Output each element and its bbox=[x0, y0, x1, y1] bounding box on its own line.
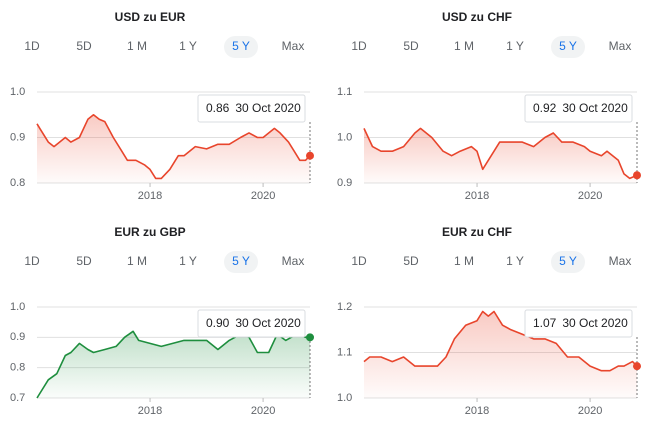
y-tick-label: 0.7 bbox=[10, 392, 25, 404]
tooltip-date: 30 Oct 2020 bbox=[562, 316, 628, 330]
range-button[interactable]: Max bbox=[282, 254, 305, 268]
y-tick-label: 0.8 bbox=[10, 177, 25, 189]
y-tick-label: 1.1 bbox=[337, 346, 352, 358]
y-tick-label: 0.9 bbox=[10, 331, 25, 343]
tooltip-date: 30 Oct 2020 bbox=[562, 101, 628, 115]
tooltip-box bbox=[524, 309, 633, 338]
tooltip-box bbox=[524, 94, 633, 123]
line bbox=[363, 127, 638, 180]
range-button[interactable]: 1 M bbox=[127, 39, 147, 53]
range-button-bg bbox=[551, 36, 585, 58]
tooltip-date: 30 Oct 2020 bbox=[235, 101, 301, 115]
chart-title: EUR zu GBP bbox=[114, 225, 185, 239]
y-tick-label: 1.0 bbox=[10, 86, 25, 98]
range-button[interactable]: 1 Y bbox=[506, 254, 524, 268]
area bbox=[364, 128, 637, 183]
range-button[interactable]: Max bbox=[609, 254, 632, 268]
y-tick-label: 1.1 bbox=[337, 86, 352, 98]
area bbox=[37, 114, 310, 183]
range-button[interactable]: 1 M bbox=[127, 254, 147, 268]
tooltip-value: 1.07 bbox=[533, 316, 557, 330]
range-button[interactable]: 5 Y bbox=[232, 254, 250, 268]
range-button[interactable]: Max bbox=[609, 39, 632, 53]
y-tick-label: 0.9 bbox=[10, 131, 25, 143]
range-button[interactable]: 5 Y bbox=[232, 39, 250, 53]
area bbox=[364, 311, 637, 398]
range-button[interactable]: 5D bbox=[403, 39, 419, 53]
area bbox=[37, 331, 310, 398]
x-tick-label: 2020 bbox=[251, 405, 275, 417]
chart-title: USD zu EUR bbox=[115, 10, 186, 24]
x-tick-label: 2020 bbox=[578, 405, 602, 417]
range-button[interactable]: 5 Y bbox=[559, 39, 577, 53]
x-tick-label: 2018 bbox=[138, 405, 162, 417]
last-point bbox=[306, 333, 314, 342]
x-tick-label: 2018 bbox=[465, 190, 489, 202]
range-button[interactable]: 1 Y bbox=[179, 254, 197, 268]
tooltip-value: 0.90 bbox=[206, 316, 230, 330]
tooltip: 0.92 30 Oct 2020 bbox=[533, 101, 628, 115]
tooltip: 0.86 30 Oct 2020 bbox=[206, 101, 301, 115]
chart-title: USD zu CHF bbox=[442, 10, 512, 24]
line bbox=[363, 310, 638, 372]
x-tick-label: 2018 bbox=[465, 405, 489, 417]
x-tick-label: 2020 bbox=[251, 190, 275, 202]
last-point bbox=[633, 362, 641, 371]
tooltip: 0.90 30 Oct 2020 bbox=[206, 316, 301, 330]
tooltip-value: 0.92 bbox=[533, 101, 557, 115]
tooltip-value: 0.86 bbox=[206, 101, 230, 115]
last-point bbox=[633, 171, 641, 180]
range-button[interactable]: 1D bbox=[351, 254, 367, 268]
y-tick-label: 1.2 bbox=[337, 301, 352, 313]
range-button[interactable]: 1D bbox=[24, 39, 40, 53]
tooltip: 1.07 30 Oct 2020 bbox=[533, 316, 628, 330]
chart-panel: USD zu CHF 1D 5D 1 M 1 Y 5 Y Max 1.1 1.0 0.9 2018 2… bbox=[337, 10, 641, 202]
range-button-bg bbox=[224, 36, 258, 58]
chart-panel: USD zu EUR 1D 5D 1 M 1 Y 5 Y Max 1.0 0.9 0.8 2018 2… bbox=[10, 10, 314, 202]
y-tick-label: 0.9 bbox=[337, 177, 352, 189]
range-button[interactable]: 1D bbox=[24, 254, 40, 268]
chart-title: EUR zu CHF bbox=[442, 225, 512, 239]
last-point bbox=[306, 151, 314, 160]
range-button[interactable]: Max bbox=[282, 39, 305, 53]
range-button[interactable]: 1 Y bbox=[506, 39, 524, 53]
y-tick-label: 1.0 bbox=[337, 131, 352, 143]
tooltip-box bbox=[197, 94, 306, 123]
tooltip-date: 30 Oct 2020 bbox=[235, 316, 301, 330]
chart-panel: EUR zu CHF 1D 5D 1 M 1 Y 5 Y Max 1.2 1.1 1.0 2018 2… bbox=[337, 225, 641, 417]
range-button[interactable]: 1 M bbox=[454, 254, 474, 268]
range-button[interactable]: 5D bbox=[403, 254, 419, 268]
range-button[interactable]: 1 M bbox=[454, 39, 474, 53]
chart-panel: EUR zu GBP 1D 5D 1 M 1 Y 5 Y Max 1.0 0.9 0.8 0.7 20… bbox=[10, 225, 314, 417]
range-button[interactable]: 1D bbox=[351, 39, 367, 53]
range-button-bg bbox=[224, 251, 258, 273]
y-tick-label: 1.0 bbox=[10, 301, 25, 313]
x-tick-label: 2018 bbox=[138, 190, 162, 202]
tooltip-box bbox=[197, 309, 306, 338]
y-tick-label: 1.0 bbox=[337, 392, 352, 404]
x-tick-label: 2020 bbox=[578, 190, 602, 202]
range-button-bg bbox=[551, 251, 585, 273]
range-button[interactable]: 5 Y bbox=[559, 254, 577, 268]
line bbox=[36, 114, 311, 180]
range-button[interactable]: 1 Y bbox=[179, 39, 197, 53]
range-button[interactable]: 5D bbox=[76, 254, 92, 268]
range-button[interactable]: 5D bbox=[76, 39, 92, 53]
y-tick-label: 0.8 bbox=[10, 362, 25, 374]
